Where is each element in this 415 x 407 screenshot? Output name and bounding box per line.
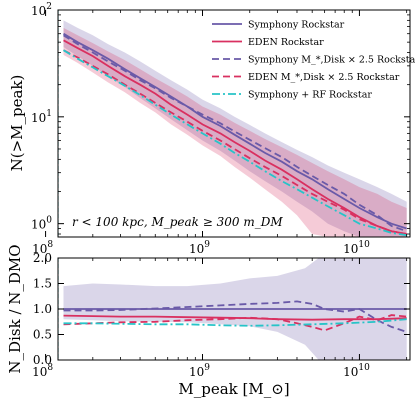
bottom-ytick-label: 2.0 (33, 251, 52, 265)
legend-label-0: Symphony Rockstar (248, 20, 345, 31)
legend: Symphony Rockstar EDEN Rockstar Symphony M… (212, 20, 415, 101)
bottom-ytick-label: 1.5 (33, 277, 52, 291)
top-bands (63, 20, 407, 237)
top-ytick-label: 100 (31, 216, 52, 232)
bottom-ytick-label: 1.0 (33, 302, 52, 316)
top-ticks: 108 109 1010 100 101 102 (31, 2, 410, 256)
top-ylabel: N(>M_peak) (8, 75, 26, 172)
ratio-line-4 (63, 318, 407, 327)
legend-label-1: EDEN Rockstar (248, 37, 324, 48)
line-series-4 (63, 49, 407, 237)
legend-label-2: Symphony M_*,Disk × 2.5 Rockstar (248, 55, 415, 66)
x-axis-label: M_peak [M_⊙] (178, 380, 289, 398)
top-ytick-label: 101 (31, 109, 52, 125)
line-series-0 (63, 32, 407, 230)
top-axes-frame (57, 9, 411, 238)
bottom-ytick-label: 0.5 (33, 328, 52, 342)
bottom-xtick-label: 108 (32, 363, 53, 379)
bottom-ylabel: N_Disk / N_DMO (6, 244, 24, 373)
bottom-ticks: 108 109 1010 0.0 0.5 1.0 1.5 2.0 (32, 251, 410, 379)
legend-label-3: EDEN M_*,Disk × 2.5 Rockstar (248, 72, 400, 83)
line-series-1 (63, 39, 407, 235)
ratio-line-2 (63, 300, 407, 333)
top-ytick-label: 102 (31, 2, 52, 18)
bottom-panel: 108 109 1010 0.0 0.5 1.0 1.5 2.0 N_Disk / N_DMO… (6, 244, 411, 398)
bottom-series-lines (63, 300, 407, 333)
top-panel: 108 109 1010 100 101 102 r < 100 kpc, M_peak … (8, 2, 415, 256)
bottom-xtick-label: 1010 (343, 363, 370, 379)
top-xtick-label: 1010 (343, 240, 370, 256)
top-annotation: r < 100 kpc, M_peak ≥ 300 m_DM (72, 215, 283, 229)
band-series-0 (63, 20, 407, 237)
top-xtick-label: 108 (32, 240, 53, 256)
top-xtick-label: 109 (189, 240, 210, 256)
bottom-ytick-label: 0.0 (33, 353, 52, 367)
top-series-lines (63, 32, 407, 237)
legend-label-4: Symphony + RF Rockstar (248, 90, 372, 101)
ratio-line-3 (63, 314, 407, 332)
bottom-xtick-label: 109 (189, 363, 210, 379)
